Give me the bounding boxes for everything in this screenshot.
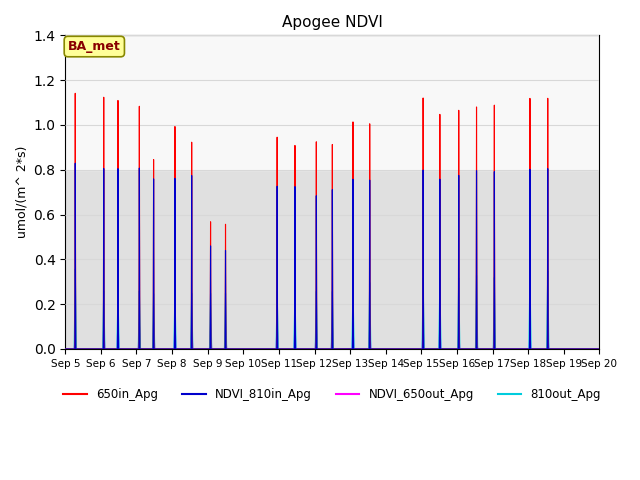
Text: BA_met: BA_met bbox=[68, 40, 121, 53]
Title: Apogee NDVI: Apogee NDVI bbox=[282, 15, 383, 30]
Bar bbox=[65, 36, 600, 170]
Legend: 650in_Apg, NDVI_810in_Apg, NDVI_650out_Apg, 810out_Apg: 650in_Apg, NDVI_810in_Apg, NDVI_650out_A… bbox=[59, 384, 606, 406]
Bar bbox=[65, 170, 600, 349]
Y-axis label: umol/(m^ 2*s): umol/(m^ 2*s) bbox=[15, 146, 28, 239]
